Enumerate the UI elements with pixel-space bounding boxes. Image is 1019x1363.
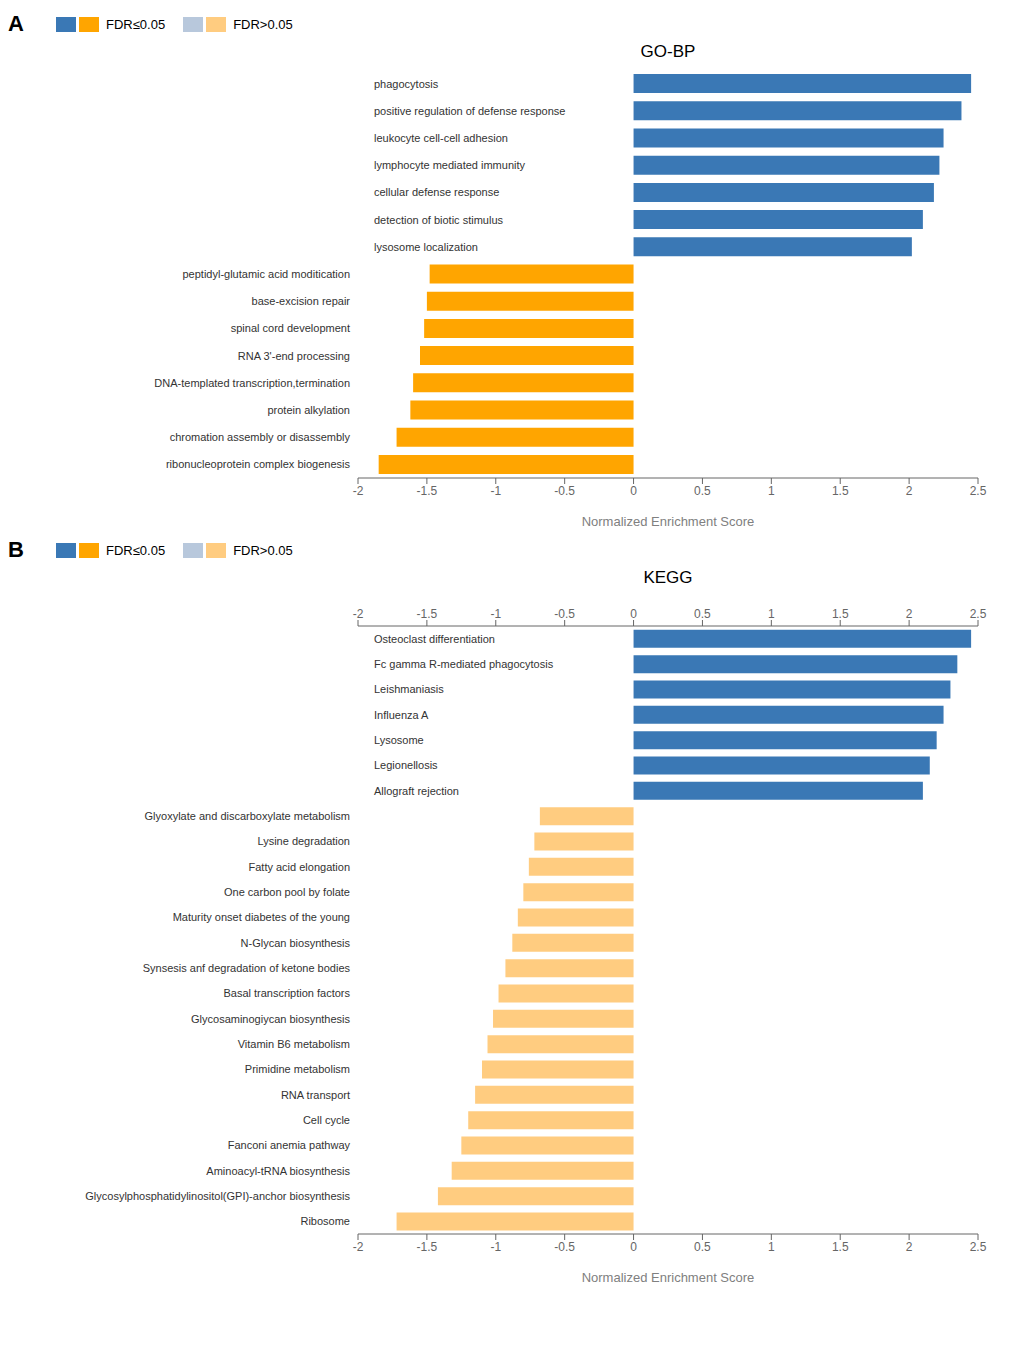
svg-text:leukocyte cell-cell adhesion: leukocyte cell-cell adhesion <box>374 132 508 144</box>
svg-text:detection of biotic stimulus: detection of biotic stimulus <box>374 214 504 226</box>
svg-text:-0.5: -0.5 <box>554 607 575 621</box>
svg-text:Glyoxylate and discarboxylate: Glyoxylate and discarboxylate metabolism <box>145 810 350 822</box>
svg-text:1: 1 <box>768 607 775 621</box>
svg-text:0.5: 0.5 <box>694 1240 711 1254</box>
svg-text:2.5: 2.5 <box>970 1240 987 1254</box>
svg-text:-1: -1 <box>490 1240 501 1254</box>
svg-text:Fanconi anemia pathway: Fanconi anemia pathway <box>228 1139 351 1151</box>
svg-text:RNA transport: RNA transport <box>281 1089 350 1101</box>
svg-text:Cell cycle: Cell cycle <box>303 1114 350 1126</box>
svg-text:Lysine degradation: Lysine degradation <box>257 835 350 847</box>
svg-text:1: 1 <box>768 1240 775 1254</box>
html-text:FDR≤0.05: FDR≤0.05 <box>106 542 166 558</box>
svg-text:-1: -1 <box>490 484 501 498</box>
svg-text:chromation assembly or disasse: chromation assembly or disassembly <box>170 431 351 443</box>
svg-text:1.5: 1.5 <box>832 1240 849 1254</box>
svg-text:Legionellosis: Legionellosis <box>374 759 438 771</box>
svg-text:DNA-templated transcription,te: DNA-templated transcription,termination <box>154 377 350 389</box>
svg-text:base-excision repair: base-excision repair <box>252 295 351 307</box>
svg-text:Leishmaniasis: Leishmaniasis <box>374 683 444 695</box>
svg-text:peptidyl-glutamic acid moditic: peptidyl-glutamic acid moditication <box>182 268 350 280</box>
svg-text:-2: -2 <box>353 607 364 621</box>
svg-text:lysosome localization: lysosome localization <box>374 241 478 253</box>
svg-text:Aminoacyl-tRNA biosynthesis: Aminoacyl-tRNA biosynthesis <box>206 1165 350 1177</box>
svg-text:0: 0 <box>630 607 637 621</box>
svg-text:-0.5: -0.5 <box>554 1240 575 1254</box>
svg-text:Lysosome: Lysosome <box>374 734 424 746</box>
svg-text:ribonucleoprotein complex biog: ribonucleoprotein complex biogenesis <box>166 458 351 470</box>
html-text:FDR>0.05: FDR>0.05 <box>233 542 293 558</box>
svg-text:Vitamin B6 metabolism: Vitamin B6 metabolism <box>238 1038 350 1050</box>
svg-text:Normalized Enrichment Score: Normalized Enrichment Score <box>582 514 755 529</box>
html-text:FDR≤0.05: FDR≤0.05 <box>106 16 166 32</box>
svg-text:2: 2 <box>906 607 913 621</box>
svg-text:protein alkylation: protein alkylation <box>267 404 350 416</box>
svg-text:phagocytosis: phagocytosis <box>374 78 439 90</box>
svg-text:1.5: 1.5 <box>832 607 849 621</box>
svg-text:Maturity onset diabetes of the: Maturity onset diabetes of the young <box>173 911 350 923</box>
html-text:FDR>0.05: FDR>0.05 <box>233 16 293 32</box>
svg-text:Normalized Enrichment Score: Normalized Enrichment Score <box>582 1270 755 1285</box>
svg-text:lymphocyte mediated immunity: lymphocyte mediated immunity <box>374 159 526 171</box>
svg-text:0.5: 0.5 <box>694 607 711 621</box>
svg-text:-0.5: -0.5 <box>554 484 575 498</box>
svg-text:1.5: 1.5 <box>832 484 849 498</box>
svg-text:Synsesis anf degradation of ke: Synsesis anf degradation of ketone bodie… <box>143 962 351 974</box>
svg-text:2: 2 <box>906 484 913 498</box>
svg-text:cellular defense response: cellular defense response <box>374 186 499 198</box>
html-text:KEGG: KEGG <box>643 568 693 587</box>
svg-text:-1: -1 <box>490 607 501 621</box>
svg-text:0.5: 0.5 <box>694 484 711 498</box>
html-text:B: B <box>8 537 24 562</box>
svg-text:Allograft rejection: Allograft rejection <box>374 785 459 797</box>
svg-text:-1.5: -1.5 <box>417 1240 438 1254</box>
svg-text:-1.5: -1.5 <box>417 607 438 621</box>
svg-text:Basal transcription factors: Basal transcription factors <box>223 987 350 999</box>
svg-text:positive regulation of defense: positive regulation of defense response <box>374 105 565 117</box>
svg-text:Influenza A: Influenza A <box>374 709 429 721</box>
svg-text:0: 0 <box>630 484 637 498</box>
svg-text:1: 1 <box>768 484 775 498</box>
svg-text:2.5: 2.5 <box>970 607 987 621</box>
svg-text:-2: -2 <box>353 1240 364 1254</box>
svg-text:Osteoclast differentiation: Osteoclast differentiation <box>374 633 495 645</box>
svg-text:-1.5: -1.5 <box>417 484 438 498</box>
svg-text:2: 2 <box>906 1240 913 1254</box>
html-text:GO-BP: GO-BP <box>640 42 696 61</box>
svg-text:2.5: 2.5 <box>970 484 987 498</box>
svg-text:Primidine metabolism: Primidine metabolism <box>245 1063 350 1075</box>
svg-text:One carbon pool by folate: One carbon pool by folate <box>224 886 350 898</box>
html-text:A: A <box>8 11 24 36</box>
svg-text:Glycosylphosphatidylinositol(G: Glycosylphosphatidylinositol(GPI)-anchor… <box>85 1190 350 1202</box>
svg-text:spinal cord development: spinal cord development <box>231 322 350 334</box>
svg-text:-2: -2 <box>353 484 364 498</box>
svg-text:Fc gamma R-mediated phagocytos: Fc gamma R-mediated phagocytosis <box>374 658 554 670</box>
svg-text:Fatty acid elongation: Fatty acid elongation <box>248 861 350 873</box>
svg-text:Ribosome: Ribosome <box>300 1215 350 1227</box>
svg-text:N-Glycan biosynthesis: N-Glycan biosynthesis <box>241 937 351 949</box>
svg-text:0: 0 <box>630 1240 637 1254</box>
svg-text:Glycosaminogiycan biosynthesis: Glycosaminogiycan biosynthesis <box>191 1013 350 1025</box>
svg-text:RNA 3'-end processing: RNA 3'-end processing <box>238 350 350 362</box>
